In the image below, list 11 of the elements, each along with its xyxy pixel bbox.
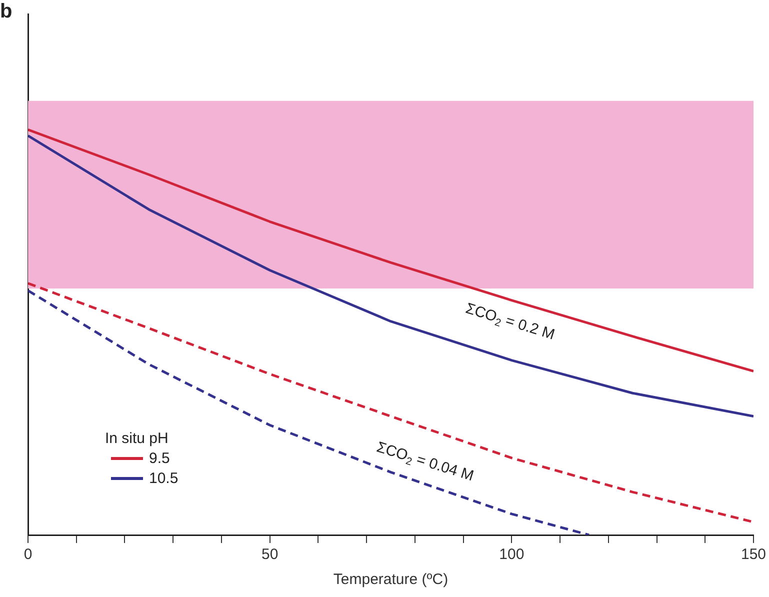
x-axis-title: Temperature (ºC) [333,571,448,588]
x-tick-label: 150 [740,546,766,564]
text: b [0,0,12,23]
x-tick-label: 0 [24,546,32,564]
annotation: ΣCO2 = 0.2 M [464,300,557,344]
legend-label: 10.5 [149,470,178,487]
annotation: ΣCO2 = 0.04 M [374,438,476,485]
x-tick-label: 50 [261,546,278,564]
legend-title: In situ pH [105,430,170,447]
x-tick-label: 100 [499,546,524,564]
legend-label: 9.5 [149,450,170,467]
